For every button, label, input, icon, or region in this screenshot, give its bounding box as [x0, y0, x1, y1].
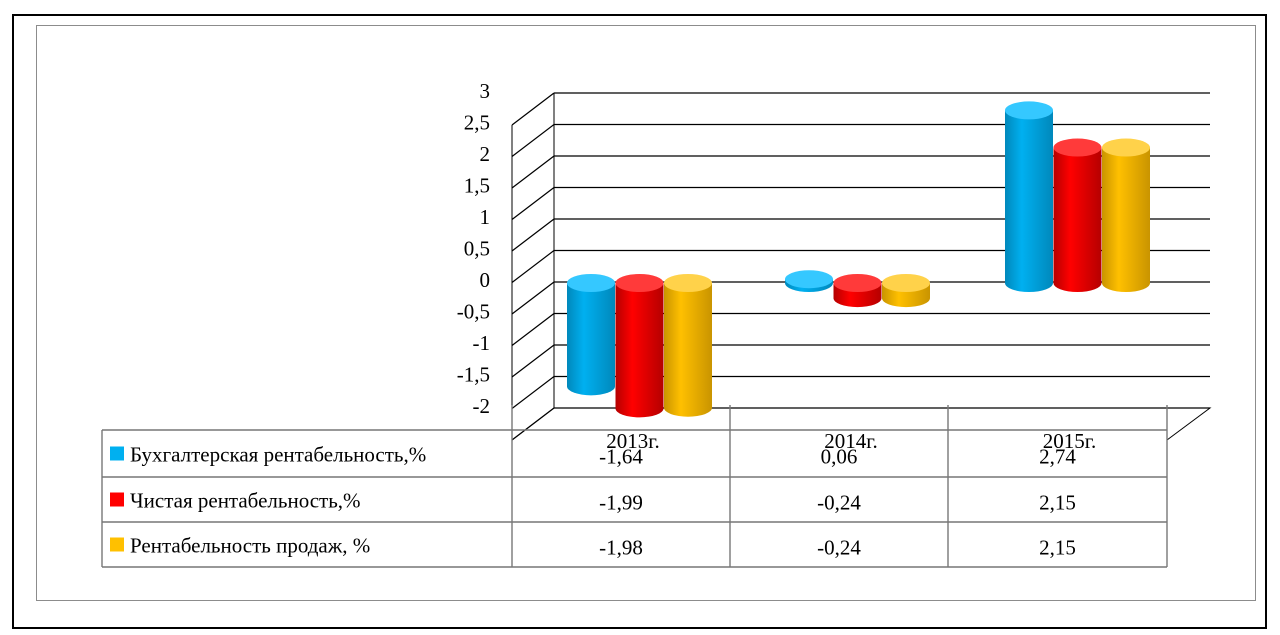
y-tick-label: -2 — [473, 394, 491, 418]
data-label: 2,15 — [1039, 536, 1076, 560]
bar — [1005, 101, 1053, 292]
bar-cap — [1102, 138, 1150, 157]
bar-cap — [567, 274, 615, 292]
gridline-depth — [511, 313, 555, 346]
y-tick-label: 1,5 — [464, 174, 490, 198]
x-tick-label: 2013г. — [606, 429, 660, 453]
legend-label: Бухгалтерская рентабельность,% — [130, 443, 426, 467]
gridline-depth — [511, 187, 555, 220]
legend-swatch — [110, 492, 124, 507]
data-label: 2,74 — [1039, 445, 1076, 469]
y-axis-ticks: 3 2,5 2 1,5 1 0,5 0 -0,5 -1 -1,5 -2 — [457, 79, 490, 418]
data-label: -0,24 — [817, 536, 861, 560]
bar-cap — [785, 270, 833, 289]
bar — [785, 270, 833, 292]
data-label: -1,99 — [599, 491, 643, 515]
bar-cap — [664, 274, 712, 292]
gridline-depth — [511, 281, 555, 315]
y-tick-label: -0,5 — [457, 300, 490, 324]
legend-label: Рентабельность продаж, % — [130, 534, 370, 558]
chart-frame — [36, 25, 1256, 601]
data-label: 0,06 — [821, 445, 858, 469]
gridline-depth — [511, 155, 555, 189]
data-table: 2013г. 2014г. 2015г. Бухгалтерская рентабел… — [101, 405, 1168, 568]
gridline-depth — [511, 218, 555, 252]
gridline-depth — [511, 92, 555, 126]
y-tick-label: 3 — [480, 79, 491, 103]
legend-swatch — [110, 446, 124, 461]
bar-body — [1102, 147, 1150, 292]
bar-cap — [615, 274, 664, 292]
y-tick-label: 2,5 — [464, 111, 490, 135]
data-label: -1,64 — [599, 445, 643, 469]
bar — [833, 274, 882, 308]
bars — [567, 101, 1150, 418]
gridline-depth — [511, 344, 555, 378]
data-label: -0,24 — [817, 491, 861, 515]
bar — [1053, 138, 1102, 292]
bar — [1102, 138, 1150, 292]
bar-cap — [1053, 138, 1102, 157]
y-tick-label: 0 — [480, 268, 491, 292]
outer-frame — [12, 14, 1267, 629]
gridline-depth — [511, 124, 555, 157]
data-label: 2,15 — [1039, 491, 1076, 515]
bar — [615, 274, 664, 418]
y-tick-label: -1 — [473, 331, 491, 355]
gridline-depth — [511, 250, 555, 283]
legend-label: Чистая рентабельность,% — [130, 489, 361, 513]
bar-body — [567, 283, 615, 396]
bar-body — [1053, 147, 1102, 292]
bar-cap — [833, 274, 882, 292]
bar — [882, 274, 930, 308]
y-tick-label: -1,5 — [457, 363, 490, 387]
bar-body — [664, 283, 712, 417]
y-tick-label: 2 — [480, 142, 491, 166]
gridline-depth — [511, 376, 555, 409]
legend-swatch — [110, 537, 124, 552]
y-tick-label: 0,5 — [464, 237, 490, 261]
x-tick-label: 2014г. — [824, 429, 878, 453]
bar-cap — [882, 274, 930, 292]
x-tick-label: 2015г. — [1043, 429, 1097, 453]
bar — [664, 274, 712, 417]
bar-body — [615, 283, 664, 418]
bar — [567, 274, 615, 396]
y-tick-label: 1 — [480, 205, 491, 229]
bar-cap — [1005, 101, 1053, 120]
floor-edge — [511, 407, 1212, 441]
data-label: -1,98 — [599, 536, 643, 560]
bar-body — [1005, 110, 1053, 292]
